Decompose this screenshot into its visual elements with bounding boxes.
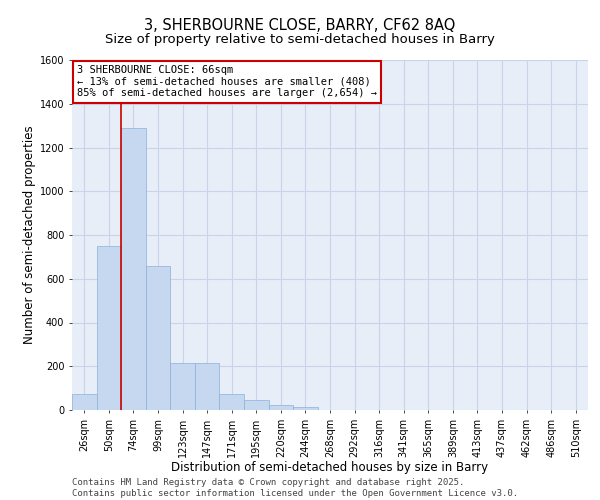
Bar (170, 363, 195, 410)
Bar (244, 400, 269, 410)
Text: 3 SHERBOURNE CLOSE: 66sqm
← 13% of semi-detached houses are smaller (408)
85% of: 3 SHERBOURNE CLOSE: 66sqm ← 13% of semi-… (77, 66, 377, 98)
Bar (72, 394, 97, 410)
Bar (97, 246, 121, 410)
Bar (220, 394, 244, 410)
Text: Size of property relative to semi-detached houses in Barry: Size of property relative to semi-detach… (105, 32, 495, 46)
Bar (146, 266, 170, 410)
Bar (293, 406, 318, 410)
Text: Contains HM Land Registry data © Crown copyright and database right 2025.
Contai: Contains HM Land Registry data © Crown c… (72, 478, 518, 498)
X-axis label: Distribution of semi-detached houses by size in Barry: Distribution of semi-detached houses by … (172, 461, 488, 474)
Bar (269, 404, 293, 410)
Bar (195, 363, 220, 410)
Text: 3, SHERBOURNE CLOSE, BARRY, CF62 8AQ: 3, SHERBOURNE CLOSE, BARRY, CF62 8AQ (145, 18, 455, 32)
Y-axis label: Number of semi-detached properties: Number of semi-detached properties (23, 126, 35, 344)
Bar (121, 128, 146, 410)
